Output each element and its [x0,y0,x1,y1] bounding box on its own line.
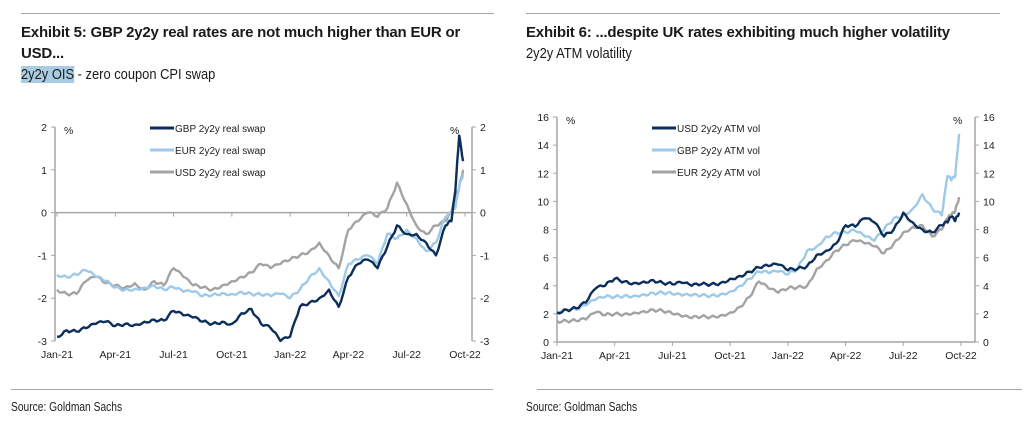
chart-subtitle: 2y2y OIS - zero coupon CPI swap [21,66,215,84]
y-tick-label-right: -2 [480,293,489,305]
chart-subtitle: 2y2y ATM volatility [526,45,632,62]
x-tick-label: Jul-22 [889,350,918,362]
y-tick-label-left: 2 [41,122,47,134]
subtitle-rest: - zero coupon CPI swap [74,66,216,83]
x-tick-label: Apr-21 [599,350,631,362]
legend-label: GBP 2y2y real swap [175,124,266,135]
y-tick-label-right: 12 [983,168,995,180]
exhibit-6-panel: Exhibit 6: ...despite UK rates exhibitin… [512,0,1024,426]
y-tick-label-left: 6 [543,253,549,265]
x-tick-label: Jul-21 [159,349,188,361]
y-tick-label-left: -3 [38,336,47,348]
y-tick-label-right: 0 [983,337,989,349]
source-note: Source: Goldman Sachs [526,400,638,414]
series-line-usd-2y2y-atm-vol [556,211,961,315]
y-tick-label-right: 14 [983,140,995,152]
y-tick-label-left: 10 [537,196,549,208]
y-tick-label-right: -3 [480,336,489,348]
series-line-eur-2y2y-atm-vol [556,196,961,324]
x-tick-label: Oct-22 [449,349,481,361]
y-tick-label-left: 14 [537,140,549,152]
y-tick-label-right: 0 [480,208,486,220]
y-tick-label-left: -2 [38,293,47,305]
series-line-gbp-2y2y-atm-vol [556,133,961,314]
bottom-divider [537,389,1022,390]
y-tick-label-right: 16 [983,112,995,124]
y-tick-label-right: -1 [480,250,489,262]
y-tick-label-right: 4 [983,281,989,293]
y-tick-label-left: 0 [543,337,549,349]
y-tick-label-right: 10 [983,196,995,208]
y-unit-label-right: % [953,115,962,127]
x-tick-label: Apr-22 [333,349,365,361]
exhibit-5-panel: Exhibit 5: GBP 2y2y real rates are not m… [11,13,494,414]
x-tick-label: Jan-22 [772,350,804,362]
legend-label: GBP 2y2y ATM vol [677,146,760,157]
source-note: Source: Goldman Sachs [11,400,123,414]
bottom-divider [11,389,493,390]
series-line-eur-2y2y-real-swap [56,173,465,300]
x-tick-label: Apr-21 [100,349,132,361]
y-tick-label-left: 12 [537,168,549,180]
y-tick-label-right: 8 [983,225,989,237]
y-tick-label-left: 4 [543,281,549,293]
y-tick-label-left: 16 [537,112,549,124]
y-unit-label-left: % [64,125,73,137]
y-tick-label-left: 8 [543,225,549,237]
x-tick-label: Oct-22 [945,350,977,362]
x-tick-label: Jul-22 [392,349,421,361]
top-divider [21,13,494,14]
y-tick-label-right: 2 [480,122,486,134]
x-tick-label: Jul-21 [658,350,687,362]
legend-label: EUR 2y2y ATM vol [677,168,760,179]
y-unit-label-right: % [450,125,459,137]
y-tick-label-left: 0 [41,208,47,220]
y-tick-label-left: 2 [543,309,549,321]
legend-label: USD 2y2y ATM vol [677,124,760,135]
x-tick-label: Jan-21 [541,350,573,362]
x-tick-label: Apr-22 [830,350,862,362]
chart-2-svg: 16 16 14 14 12 12 10 10 8 8 6 6 4 4 2 2 0 0% % Jan-21 Apr-21… [537,112,995,362]
legend-label: USD 2y2y real swap [175,168,266,179]
series-line-usd-2y2y-real-swap [56,169,465,297]
y-unit-label-left: % [566,115,575,127]
top-divider [526,13,1000,14]
series-line-gbp-2y2y-real-swap [57,134,465,343]
x-tick-label: Jan-21 [41,349,73,361]
x-tick-label: Oct-21 [216,349,248,361]
chart-title: Exhibit 6: ...despite UK rates exhibitin… [526,24,950,41]
chart-1-svg: 2 2 1 1 0 0 -1 -1 -2 -2 -3 -3% % Jan-21 Apr-21 Jul-21 Oc… [38,122,490,361]
y-tick-label-left: -1 [38,250,47,262]
y-tick-label-right: 6 [983,253,989,265]
y-tick-label-left: 1 [41,165,47,177]
y-tick-label-right: 1 [480,165,486,177]
chart-title: Exhibit 5: GBP 2y2y real rates are not m… [21,24,461,62]
legend-label: EUR 2y2y real swap [175,146,266,157]
x-tick-label: Oct-21 [714,350,746,362]
x-tick-label: Jan-22 [274,349,306,361]
subtitle-highlight: 2y2y OIS [21,66,75,83]
y-tick-label-right: 2 [983,309,989,321]
